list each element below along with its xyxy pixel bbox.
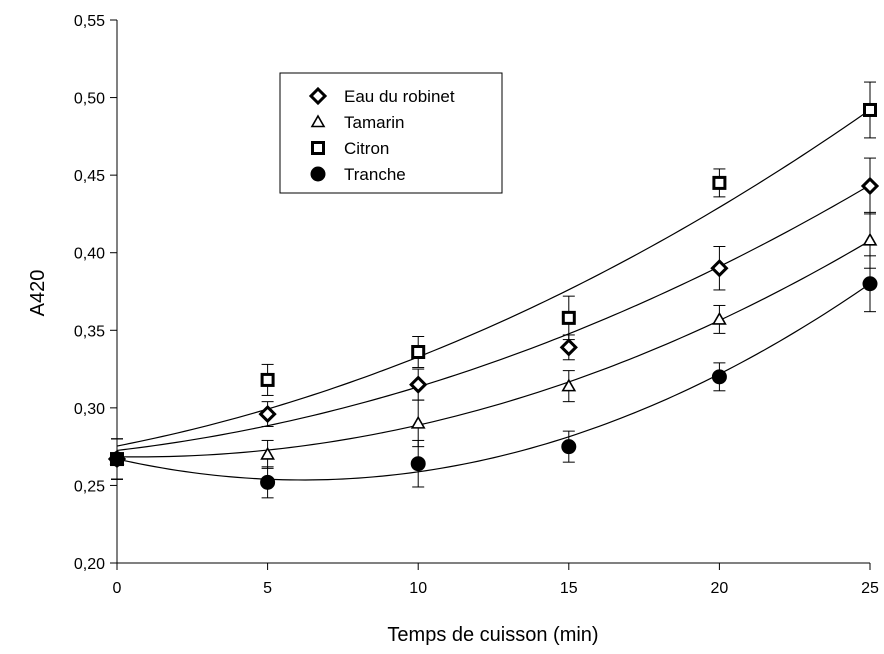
y-tick-label: 0,55 xyxy=(74,13,105,30)
legend-entry-eau-du-robinet: Eau du robinet xyxy=(308,86,455,106)
fit-curve xyxy=(116,283,871,481)
triangle-marker xyxy=(260,446,275,460)
triangle-marker xyxy=(712,311,727,325)
legend-entry-citron: Citron xyxy=(311,139,389,158)
legend-entry-tamarin: Tamarin xyxy=(310,113,404,132)
square-marker xyxy=(863,102,877,117)
triangle-marker-icon xyxy=(310,114,326,128)
y-ticks: 0,20 0,25 0,30 0,35 0,40 0,45 0,50 0,55 xyxy=(74,13,117,573)
square-marker-icon xyxy=(311,141,325,155)
circle-marker xyxy=(711,369,727,385)
y-tick-label: 0,25 xyxy=(74,478,105,495)
circle-marker xyxy=(862,276,878,292)
legend: Eau du robinet Tamarin Citron Tranche xyxy=(279,72,503,194)
circle-marker xyxy=(561,439,577,455)
y-tick-label: 0,20 xyxy=(74,556,105,573)
square-marker xyxy=(260,372,275,387)
x-tick-label: 5 xyxy=(263,580,272,597)
x-tick-label: 15 xyxy=(560,580,578,597)
triangle-marker xyxy=(310,114,326,128)
circle-marker xyxy=(310,166,326,182)
diamond-marker xyxy=(308,86,328,106)
y-tick-label: 0,35 xyxy=(74,323,105,340)
triangle-marker xyxy=(410,415,426,429)
square-marker xyxy=(411,345,426,360)
fit-curves xyxy=(116,109,871,481)
legend-label: Tranche xyxy=(344,165,406,184)
fit-curve xyxy=(116,240,871,458)
x-tick-label: 0 xyxy=(113,580,122,597)
data-points xyxy=(107,102,880,490)
fit-curve xyxy=(116,184,871,452)
triangle-marker xyxy=(862,232,878,246)
square-marker xyxy=(311,141,325,155)
square-marker xyxy=(561,310,576,325)
diamond-marker xyxy=(258,404,277,424)
y-tick-label: 0,30 xyxy=(74,401,105,418)
x-tick-label: 20 xyxy=(711,580,729,597)
diamond-marker-icon xyxy=(308,86,328,106)
x-tick-label: 10 xyxy=(409,580,427,597)
diamond-marker xyxy=(409,375,428,394)
y-tick-label: 0,40 xyxy=(74,246,105,263)
diamond-marker xyxy=(710,259,729,278)
circle-marker xyxy=(260,474,276,490)
y-tick-label: 0,50 xyxy=(74,91,105,108)
legend-label: Eau du robinet xyxy=(344,87,455,106)
legend-label: Citron xyxy=(344,139,389,158)
legend-entry-tranche: Tranche xyxy=(310,165,406,184)
y-axis-title: A420 xyxy=(27,270,49,317)
circle-marker xyxy=(109,451,125,467)
x-ticks: 0 5 10 15 20 25 xyxy=(113,563,879,597)
x-axis-title: Temps de cuisson (min) xyxy=(387,624,598,646)
diamond-marker xyxy=(559,338,578,357)
legend-label: Tamarin xyxy=(344,113,404,132)
y-tick-label: 0,45 xyxy=(74,168,105,185)
triangle-marker xyxy=(561,378,577,392)
diamond-marker xyxy=(860,176,880,196)
circle-marker xyxy=(410,456,426,472)
circle-marker-icon xyxy=(310,166,326,182)
x-tick-label: 25 xyxy=(861,580,879,597)
fit-curve xyxy=(116,109,871,447)
square-marker xyxy=(712,175,727,190)
